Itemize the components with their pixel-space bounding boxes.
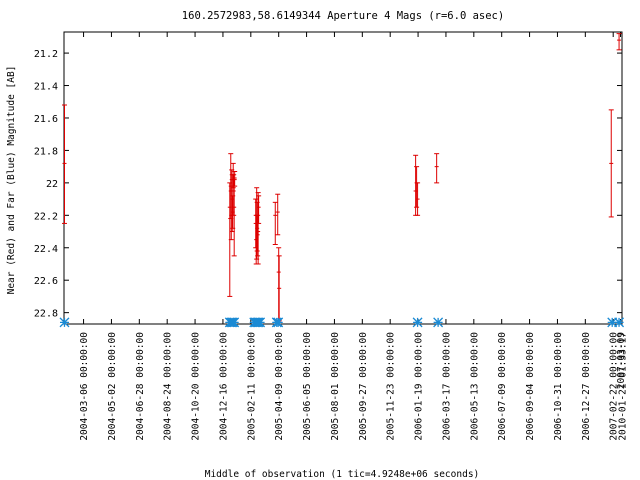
x-tick-label: 2006-07-09 00:00:00 xyxy=(497,332,508,441)
x-tick-label: 2004-08-24 00:00:00 xyxy=(163,332,174,441)
x-tick-label: 2007-03-09 xyxy=(616,332,627,389)
x-tick-label: 2005-06-05 00:00:00 xyxy=(302,332,313,441)
y-tick-label: 21.4 xyxy=(34,82,58,93)
far-point xyxy=(614,317,625,328)
x-tick-label: 2007-02-22 00:00:00 xyxy=(609,332,620,441)
x-tick-label: 2005-04-09 00:00:00 xyxy=(274,332,285,441)
y-tick-label: 22.2 xyxy=(34,211,58,222)
x-tick-label: 2005-08-01 00:00:00 xyxy=(330,332,341,441)
y-tick-label: 21.2 xyxy=(34,49,58,60)
x-tick-label: 2004-05-02 00:00:00 xyxy=(107,332,118,441)
x-tick-label: 2004-12-16 00:00:00 xyxy=(218,332,229,441)
far-point xyxy=(59,317,70,328)
far-point xyxy=(607,317,618,328)
x-tick-label: 2006-10-31 00:00:00 xyxy=(553,332,564,441)
x-tick-label: 2005-09-27 00:00:00 xyxy=(358,332,369,441)
y-tick-label: 22.6 xyxy=(34,276,58,287)
far-point xyxy=(255,317,266,328)
y-tick-label: 22.4 xyxy=(34,244,58,255)
x-tick-label: 2005-02-11 00:00:00 xyxy=(246,332,257,441)
x-tick-label: 2006-12-27 00:00:00 xyxy=(581,332,592,441)
x-tick-label: 2004-03-06 00:00:00 xyxy=(79,332,90,441)
y-tick-label: 21.6 xyxy=(34,114,58,125)
far-point xyxy=(433,317,444,328)
x-tick-label: 2004-06-28 00:00:00 xyxy=(135,332,146,441)
y-tick-label: 22.8 xyxy=(34,309,58,320)
y-tick-label: 22 xyxy=(46,179,58,190)
far-point xyxy=(229,317,240,328)
far-point xyxy=(273,317,284,328)
plot-frame xyxy=(63,31,623,325)
y-axis-label: Near (Red) and Far (Blue) Magnitude [AB] xyxy=(6,66,17,295)
x-tick-label: 2006-09-04 00:00:00 xyxy=(525,332,536,441)
far-point xyxy=(412,317,423,328)
x-tick-label: 2004-10-20 00:00:00 xyxy=(191,332,202,441)
x-tick-label: 2006-01-19 00:00:00 xyxy=(414,332,425,441)
y-tick-label: 21.8 xyxy=(34,146,58,157)
plot-area: 21.2 21.4 21.6 21.8 22 22.2 22.4 22.6 22.8 2004-0… xyxy=(34,31,629,441)
x-tick-label: 2006-03-17 00:00:00 xyxy=(441,332,452,441)
x-tick-label: 2010-01-21 01:33:17 xyxy=(618,332,629,441)
x-axis-label: Middle of observation (1 tic=4.9248e+06 … xyxy=(205,469,480,480)
chart-title: 160.2572983,58.6149344 Aperture 4 Mags (… xyxy=(182,10,504,22)
x-tick-label: 2006-05-13 00:00:00 xyxy=(469,332,480,441)
x-tick-label: 2005-11-23 00:00:00 xyxy=(386,332,397,441)
